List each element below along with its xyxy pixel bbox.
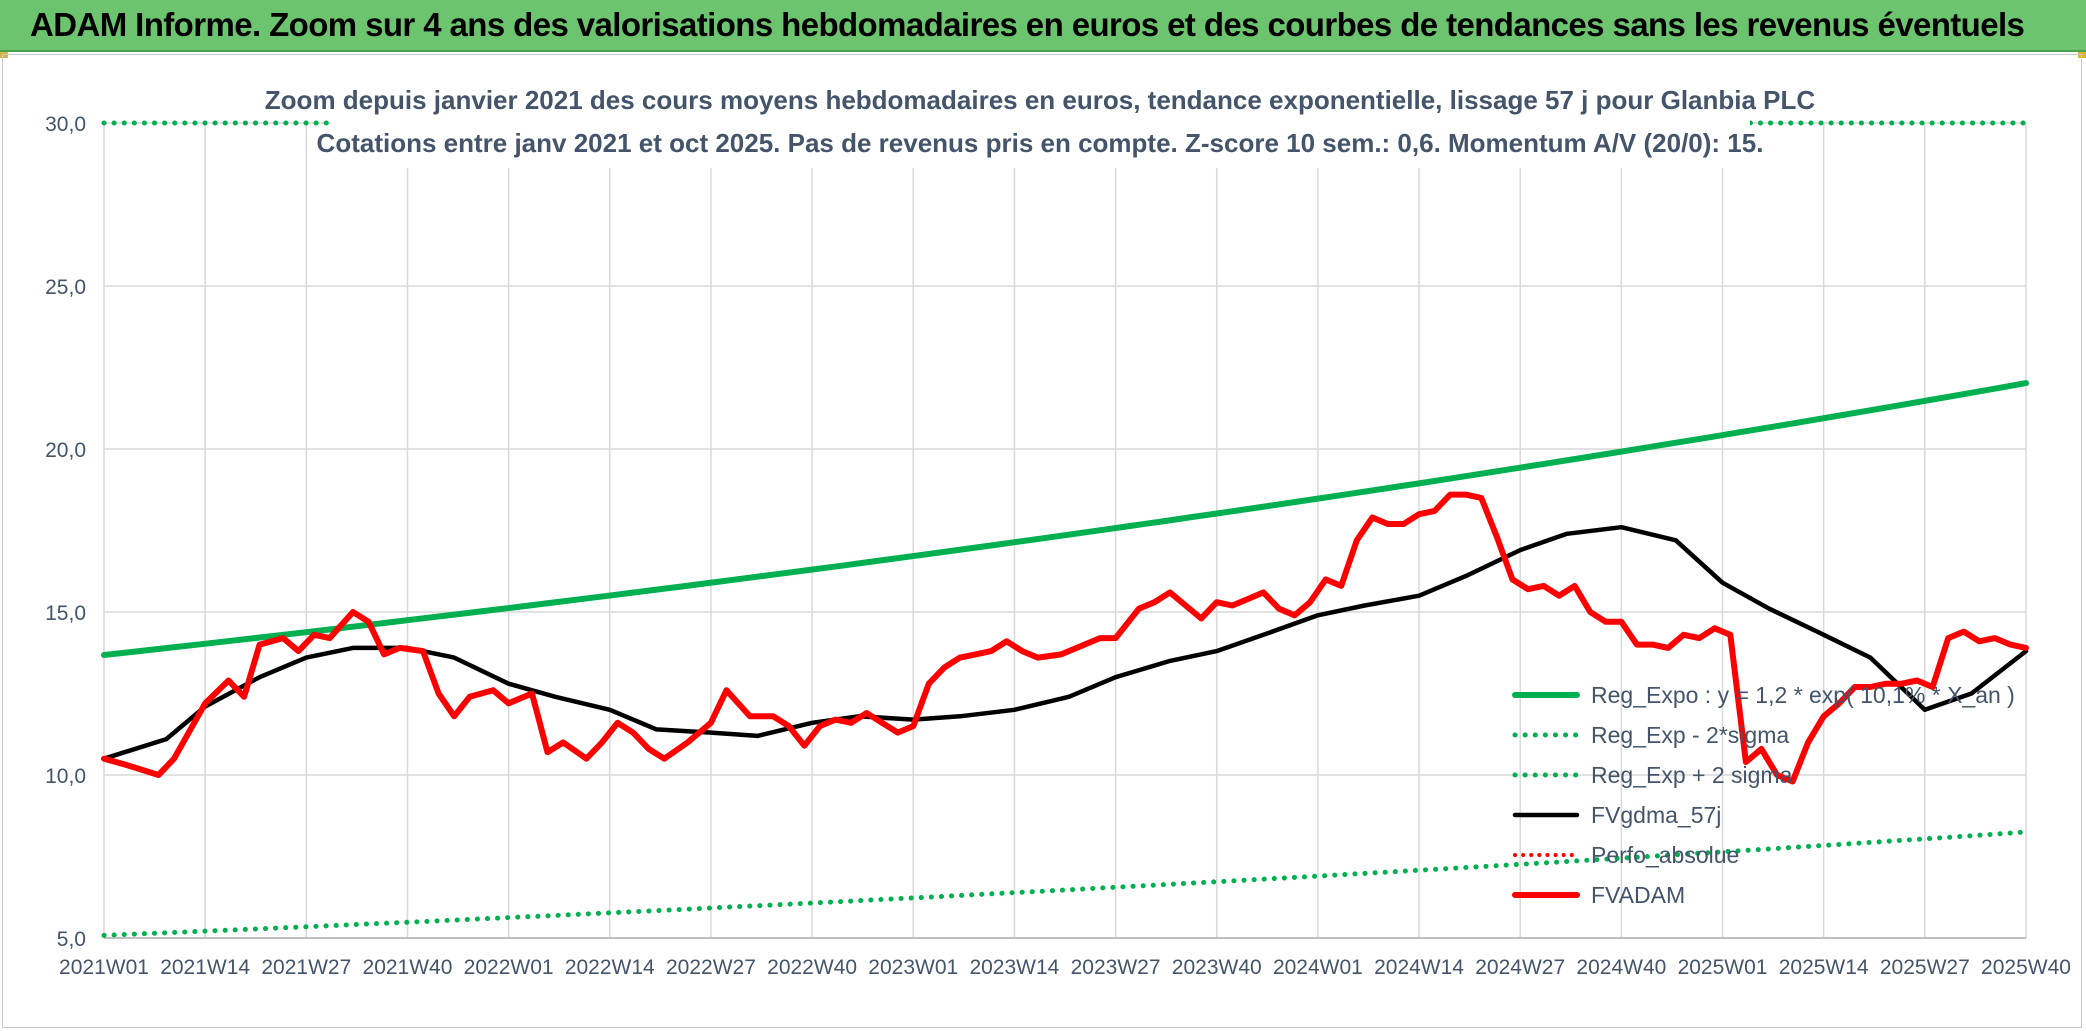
x-tick-label: 2024W14 [1374,956,1464,979]
legend-label: Perfo_absolue [1591,842,1739,868]
legend-label: FVADAM [1591,882,1685,908]
banner-corner-right [2078,52,2086,58]
series-layer [101,120,2029,938]
x-tick-label: 2025W14 [1779,956,1869,979]
y-tick-label: 30,0 [45,113,86,136]
y-axis: 5,0 10,0 15,0 20,0 25,0 30,0 [45,113,86,951]
x-tick-label: 2022W14 [565,956,655,979]
report-title: ADAM Informe. Zoom sur 4 ans des valoris… [30,6,2025,43]
x-tick-label: 2023W27 [1071,956,1161,979]
legend-label: FVgdma_57j [1591,802,1721,828]
chart-frame [2,54,2082,1028]
series-reg-exp-minus-2sigma [101,829,2029,938]
y-tick-label: 15,0 [45,602,86,625]
x-tick-label: 2023W14 [969,956,1059,979]
legend-label: Reg_Expo : y = 1,2 * exp( 10,1% * X_an ) [1591,682,2015,708]
legend: Reg_Expo : y = 1,2 * exp( 10,1% * X_an )… [1512,682,2015,908]
x-axis: 2021W01 2021W14 2021W27 2021W40 2022W01 2022W… [59,956,2071,979]
x-tick-label: 2022W27 [666,956,756,979]
series-fvadam [101,491,2029,785]
x-tick-label: 2024W27 [1475,956,1565,979]
x-tick-label: 2024W01 [1273,956,1363,979]
chart-title: Zoom depuis janvier 2021 des cours moyen… [265,85,1816,115]
x-tick-label: 2025W40 [1981,956,2071,979]
y-tick-label: 25,0 [45,276,86,299]
x-tick-label: 2021W40 [363,956,453,979]
x-tick-label: 2021W27 [261,956,351,979]
x-tick-label: 2024W40 [1576,956,1666,979]
x-tick-label: 2025W27 [1880,956,1970,979]
x-tick-label: 2022W01 [464,956,554,979]
y-tick-label: 10,0 [45,765,86,788]
x-tick-label: 2021W14 [160,956,250,979]
subtitle-background [330,78,1750,168]
chart-subtitle: Cotations entre janv 2021 et oct 2025. P… [317,128,1764,158]
series-reg-expo [101,380,2029,658]
x-tick-label: 2023W01 [868,956,958,979]
grid-layer [103,122,2027,939]
x-tick-label: 2025W01 [1678,956,1768,979]
x-tick-label: 2023W40 [1172,956,1262,979]
legend-label: Reg_Exp - 2*sigma [1591,722,1789,748]
y-tick-label: 5,0 [57,928,86,951]
legend-label: Reg_Exp + 2 sigma [1591,762,1793,788]
top-banner: ADAM Informe. Zoom sur 4 ans des valoris… [0,0,2086,52]
x-tick-label: 2021W01 [59,956,149,979]
x-tick-label: 2022W40 [767,956,857,979]
banner-corner-left [0,52,8,58]
y-tick-label: 20,0 [45,439,86,462]
